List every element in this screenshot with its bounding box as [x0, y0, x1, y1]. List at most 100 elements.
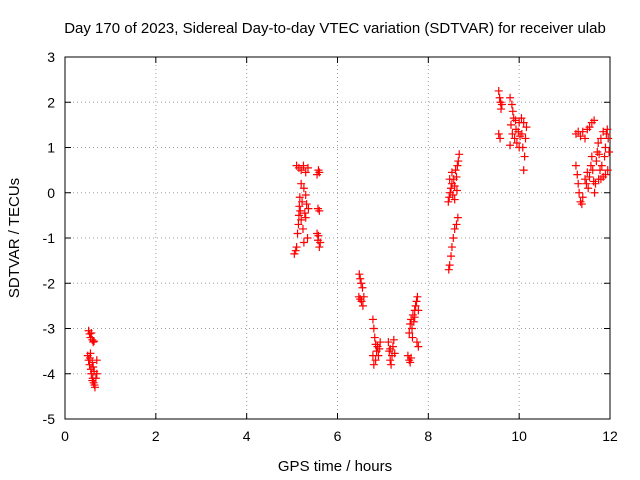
- data-point-marker: [315, 206, 324, 215]
- data-point-marker: [594, 138, 603, 147]
- data-point-marker: [507, 100, 516, 109]
- data-point-marker: [87, 329, 96, 338]
- data-point-marker: [452, 172, 461, 181]
- data-point-marker: [298, 197, 307, 206]
- data-point-marker: [411, 301, 420, 310]
- x-tick-label: 10: [511, 428, 527, 444]
- data-point-marker: [519, 166, 528, 175]
- data-point-marker: [301, 213, 310, 222]
- data-point-marker: [506, 141, 515, 150]
- data-point-marker: [519, 118, 528, 127]
- x-tick-label: 8: [424, 428, 432, 444]
- data-point-marker: [591, 179, 600, 188]
- data-point-marker: [494, 129, 503, 138]
- data-point-marker: [585, 172, 594, 181]
- data-point-marker: [581, 134, 590, 143]
- x-axis-label: GPS time / hours: [278, 458, 392, 475]
- y-axis-label: SDTVAR / TECUs: [6, 178, 23, 298]
- data-point-marker: [293, 229, 302, 238]
- y-tick-label: -2: [43, 275, 56, 291]
- data-point-marker: [571, 161, 580, 170]
- data-point-marker: [601, 143, 610, 152]
- data-point-marker: [89, 338, 98, 347]
- data-point-marker: [86, 349, 95, 358]
- data-point-marker: [414, 342, 423, 351]
- data-point-marker: [444, 197, 453, 206]
- data-point-marker: [604, 134, 613, 143]
- data-point-marker: [406, 358, 415, 367]
- data-point-marker: [448, 191, 457, 200]
- data-point-marker: [581, 175, 590, 184]
- data-point-marker: [407, 353, 416, 362]
- data-point-marker: [450, 195, 459, 204]
- data-point-marker: [515, 143, 524, 152]
- data-point-marker: [601, 170, 610, 179]
- data-point-marker: [573, 170, 582, 179]
- data-point-marker: [314, 231, 323, 240]
- data-point-marker: [578, 193, 587, 202]
- data-point-marker: [407, 324, 416, 333]
- chart-title: Day 170 of 2023, Sidereal Day-to-day VTE…: [64, 20, 606, 37]
- grid: [65, 57, 610, 419]
- data-point-marker: [588, 166, 597, 175]
- data-point-marker: [520, 152, 529, 161]
- y-tick-label: 2: [47, 94, 55, 110]
- data-point-marker: [449, 234, 458, 242]
- data-point-marker: [445, 175, 454, 184]
- y-tick-label: -1: [43, 230, 56, 246]
- data-point-marker: [600, 152, 609, 161]
- data-point-marker: [596, 166, 605, 175]
- x-tick-label: 0: [61, 428, 69, 444]
- data-point-marker: [586, 161, 595, 170]
- data-point-marker: [295, 202, 304, 211]
- data-point-marker: [594, 175, 603, 184]
- data-point-marker: [386, 344, 395, 353]
- data-point-marker: [413, 292, 422, 301]
- data-point-marker: [358, 301, 367, 310]
- data-point-marker: [590, 116, 599, 125]
- data-point-marker: [455, 150, 464, 159]
- data-point-marker: [452, 186, 461, 195]
- data-point-marker: [85, 329, 94, 338]
- data-point-marker: [603, 166, 612, 175]
- data-point-marker: [302, 200, 311, 209]
- data-point-marker: [414, 306, 423, 315]
- data-point-marker: [316, 238, 325, 247]
- data-point-marker: [508, 129, 517, 138]
- data-point-marker: [90, 337, 99, 346]
- y-tick-label: -4: [43, 366, 56, 382]
- data-point-marker: [597, 161, 606, 170]
- data-point-marker: [300, 209, 309, 218]
- x-tick-label: 6: [334, 428, 342, 444]
- data-point-marker: [298, 224, 307, 233]
- y-tick-label: 0: [47, 185, 55, 201]
- data-point-marker: [92, 369, 101, 378]
- data-point-marker: [376, 338, 385, 347]
- data-point-marker: [447, 243, 456, 252]
- data-point-marker: [297, 179, 306, 188]
- data-point-marker: [497, 105, 505, 114]
- data-point-marker: [315, 243, 324, 252]
- data-point-marker: [412, 297, 421, 306]
- data-point-marker: [511, 116, 520, 125]
- data-point-marker: [88, 376, 97, 385]
- data-point-marker: [497, 100, 506, 109]
- data-point-marker: [304, 204, 313, 213]
- data-points: [83, 86, 614, 392]
- data-point-marker: [405, 329, 414, 338]
- y-tick-label: 1: [47, 140, 55, 156]
- data-point-marker: [356, 274, 365, 283]
- data-point-marker: [517, 114, 526, 123]
- data-point-marker: [89, 362, 98, 371]
- data-point-marker: [88, 358, 97, 367]
- y-tick-label: -3: [43, 321, 56, 337]
- data-point-marker: [450, 181, 459, 190]
- data-point-marker: [303, 234, 312, 242]
- data-point-marker: [357, 297, 366, 306]
- data-point-marker: [386, 356, 395, 365]
- data-point-marker: [447, 252, 456, 261]
- data-point-marker: [603, 125, 612, 134]
- data-point-marker: [92, 356, 101, 365]
